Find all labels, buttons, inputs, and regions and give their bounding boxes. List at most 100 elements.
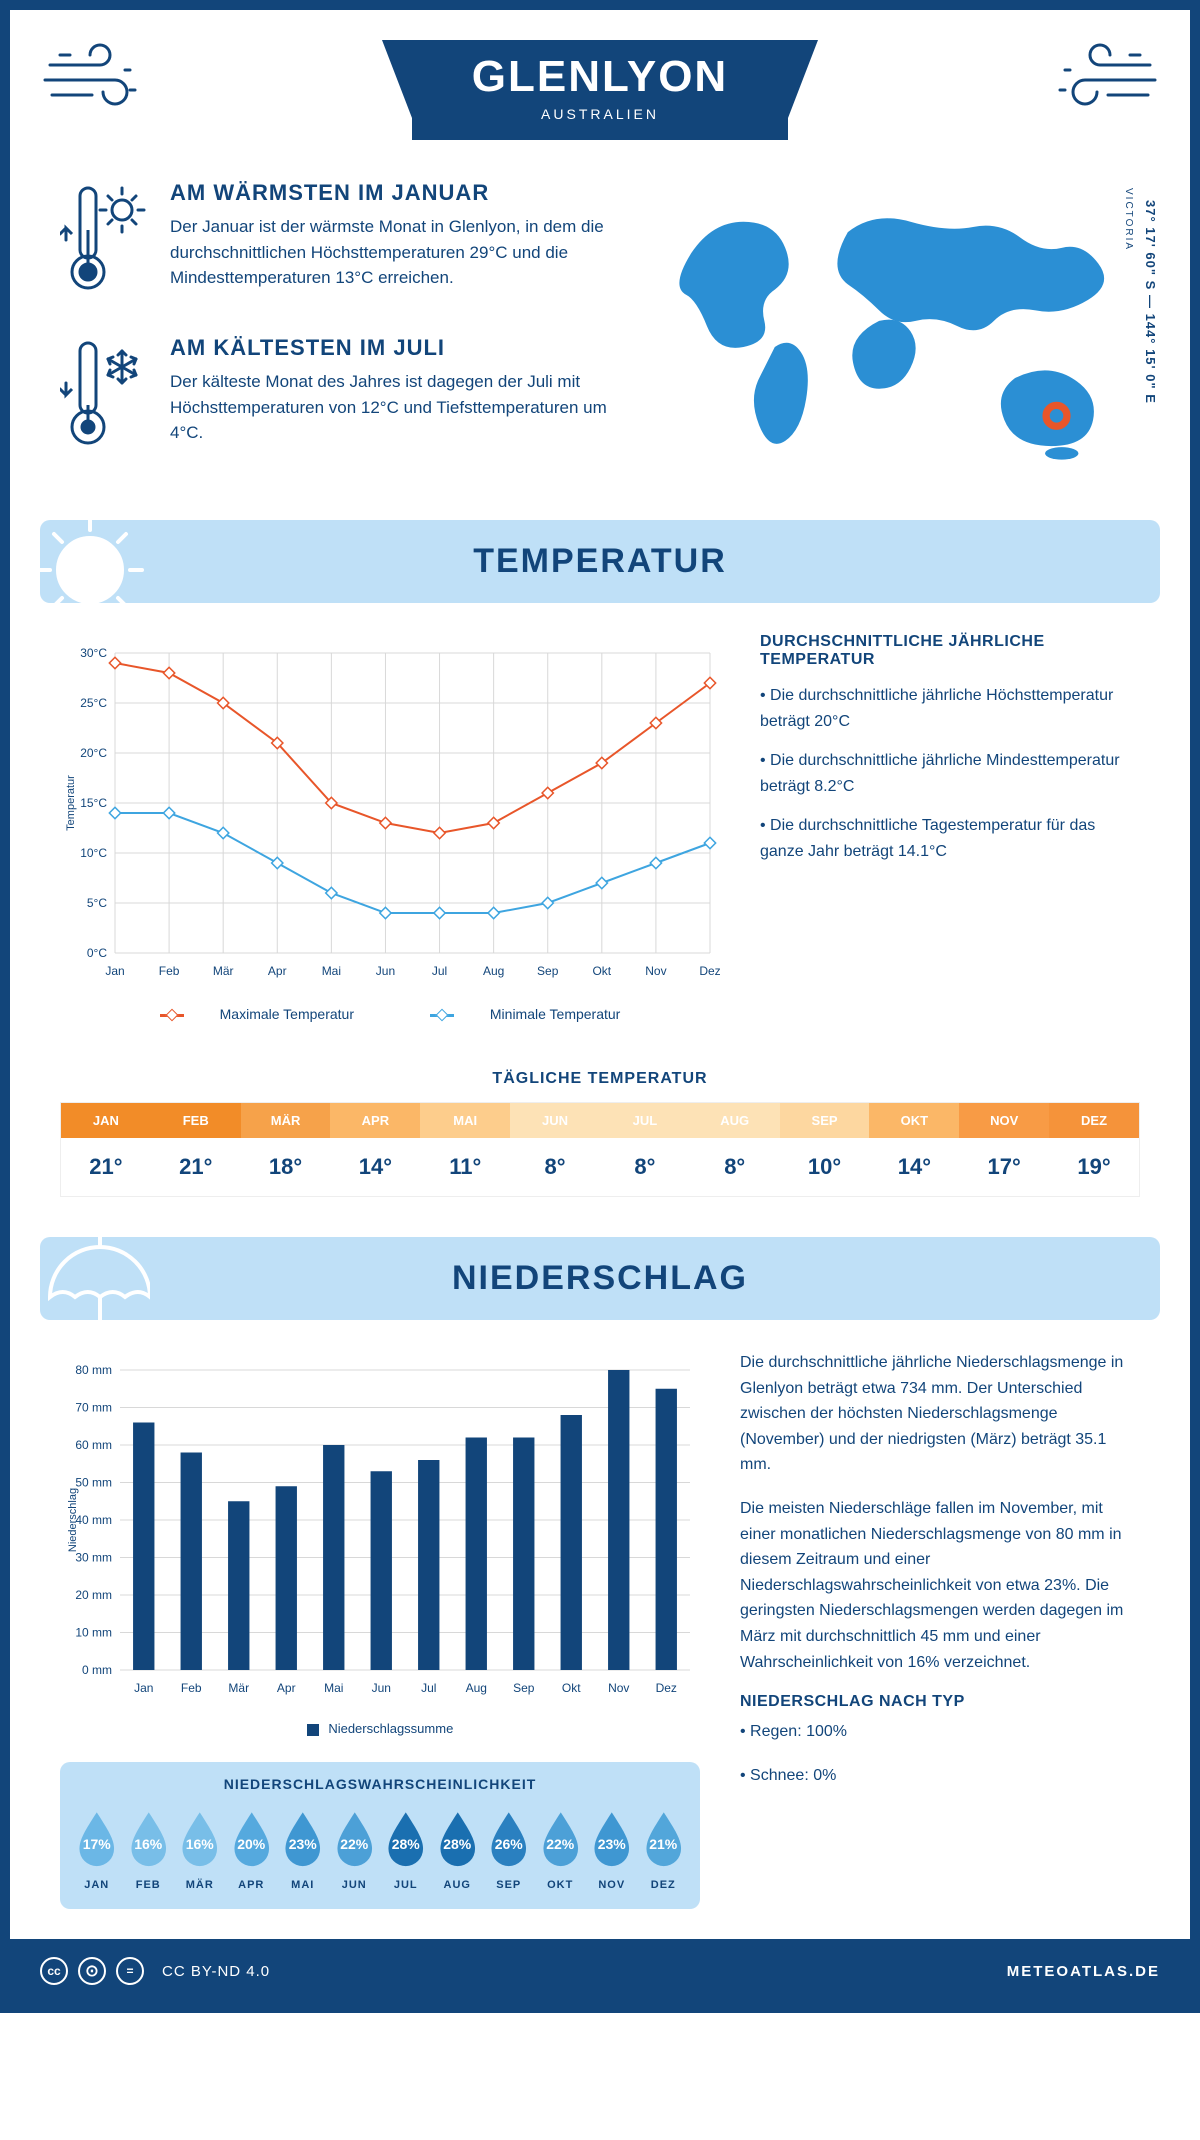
temp-strip-cell: OKT 14° — [869, 1103, 959, 1196]
svg-text:Okt: Okt — [562, 1681, 581, 1695]
drop-percent: 20% — [229, 1836, 275, 1852]
section-title: TEMPERATUR — [40, 542, 1160, 581]
svg-text:20 mm: 20 mm — [75, 1588, 112, 1602]
probability-drop: 16% MÄR — [177, 1806, 223, 1891]
precip-section: 0 mm10 mm20 mm30 mm40 mm50 mm60 mm70 mm8… — [10, 1320, 1190, 1939]
drop-percent: 26% — [486, 1836, 532, 1852]
svg-text:Okt: Okt — [592, 964, 611, 978]
drop-percent: 28% — [435, 1836, 481, 1852]
bar-legend: Niederschlagssumme — [60, 1715, 700, 1742]
probability-box: NIEDERSCHLAGSWAHRSCHEINLICHKEIT 17% JAN … — [60, 1762, 700, 1909]
drop-month: FEB — [126, 1879, 172, 1891]
month-header: APR — [330, 1103, 420, 1138]
page-title: GLENLYON — [472, 52, 728, 102]
temperature-banner: TEMPERATUR — [40, 520, 1160, 603]
probability-title: NIEDERSCHLAGSWAHRSCHEINLICHKEIT — [74, 1776, 686, 1792]
precip-bar-chart: 0 mm10 mm20 mm30 mm40 mm50 mm60 mm70 mm8… — [60, 1350, 700, 1710]
month-value: 11° — [420, 1138, 510, 1196]
svg-text:Jul: Jul — [421, 1681, 436, 1695]
drop-month: NOV — [589, 1879, 635, 1891]
temp-strip-cell: DEZ 19° — [1049, 1103, 1139, 1196]
precip-type-line: • Schnee: 0% — [740, 1763, 1140, 1789]
temp-strip-cell: SEP 10° — [780, 1103, 870, 1196]
footer-left: cc ⊙ = CC BY-ND 4.0 — [40, 1957, 270, 1985]
temperature-line-chart: 0°C5°C10°C15°C20°C25°C30°CJanFebMärAprMa… — [60, 633, 720, 993]
svg-text:30°C: 30°C — [80, 646, 107, 660]
drop-percent: 22% — [538, 1836, 584, 1852]
footer: cc ⊙ = CC BY-ND 4.0 METEOATLAS.DE — [10, 1939, 1190, 2003]
drop-month: JUN — [332, 1879, 378, 1891]
svg-text:Aug: Aug — [466, 1681, 487, 1695]
month-header: AUG — [690, 1103, 780, 1138]
svg-text:Jun: Jun — [372, 1681, 391, 1695]
svg-text:40 mm: 40 mm — [75, 1513, 112, 1527]
world-map-box: VICTORIA 37° 17' 60" S — 144° 15' 0" E — [660, 180, 1140, 490]
svg-text:Feb: Feb — [181, 1681, 202, 1695]
warmest-block: AM WÄRMSTEN IM JANUAR Der Januar ist der… — [60, 180, 630, 305]
svg-text:30 mm: 30 mm — [75, 1551, 112, 1565]
site-label: METEOATLAS.DE — [1007, 1963, 1160, 1980]
precip-paragraph: Die meisten Niederschläge fallen im Nove… — [740, 1496, 1140, 1675]
precip-paragraph: Die durchschnittliche jährliche Niedersc… — [740, 1350, 1140, 1478]
wind-icon — [1050, 40, 1160, 120]
drop-month: MÄR — [177, 1879, 223, 1891]
legend-max-label: Maximale Temperatur — [220, 1006, 354, 1022]
coords-label: 37° 17' 60" S — 144° 15' 0" E — [1143, 200, 1158, 404]
chart-legend: Maximale Temperatur Minimale Temperatur — [60, 998, 720, 1042]
month-value: 10° — [780, 1138, 870, 1196]
license-label: CC BY-ND 4.0 — [162, 1963, 270, 1980]
daily-temp-title: TÄGLICHE TEMPERATUR — [10, 1070, 1190, 1088]
legend-max: Maximale Temperatur — [142, 1006, 372, 1022]
facts-bullet: • Die durchschnittliche Tagestemperatur … — [760, 813, 1140, 864]
svg-text:Mär: Mär — [213, 964, 234, 978]
page-subtitle: AUSTRALIEN — [472, 106, 728, 122]
facts-bullet: • Die durchschnittliche jährliche Mindes… — [760, 748, 1140, 799]
svg-text:25°C: 25°C — [80, 696, 107, 710]
coldest-text: AM KÄLTESTEN IM JULI Der kälteste Monat … — [170, 335, 630, 460]
thermometer-sun-icon — [60, 180, 150, 305]
temp-strip-cell: FEB 21° — [151, 1103, 241, 1196]
drop-month: MAI — [280, 1879, 326, 1891]
drop-month: JUL — [383, 1879, 429, 1891]
drop-month: AUG — [435, 1879, 481, 1891]
sun-icon — [40, 520, 150, 603]
cc-icon: cc — [40, 1957, 68, 1985]
svg-text:Aug: Aug — [483, 964, 504, 978]
probability-drop: 23% NOV — [589, 1806, 635, 1891]
temp-strip-cell: JUL 8° — [600, 1103, 690, 1196]
intro-row: AM WÄRMSTEN IM JANUAR Der Januar ist der… — [10, 160, 1190, 520]
svg-text:Mai: Mai — [322, 964, 341, 978]
temp-strip-cell: MÄR 18° — [241, 1103, 331, 1196]
month-header: NOV — [959, 1103, 1049, 1138]
svg-text:15°C: 15°C — [80, 796, 107, 810]
warmest-heading: AM WÄRMSTEN IM JANUAR — [170, 180, 630, 206]
svg-text:Sep: Sep — [513, 1681, 535, 1695]
drop-percent: 21% — [641, 1836, 687, 1852]
bar-legend-label: Niederschlagssumme — [328, 1721, 453, 1736]
svg-text:Jun: Jun — [376, 964, 395, 978]
month-value: 14° — [330, 1138, 420, 1196]
svg-text:60 mm: 60 mm — [75, 1438, 112, 1452]
svg-text:Niederschlag: Niederschlag — [67, 1488, 79, 1552]
probability-drop: 17% JAN — [74, 1806, 120, 1891]
facts-bullet: • Die durchschnittliche jährliche Höchst… — [760, 683, 1140, 734]
month-header: JUN — [510, 1103, 600, 1138]
warmest-text: AM WÄRMSTEN IM JANUAR Der Januar ist der… — [170, 180, 630, 305]
month-header: SEP — [780, 1103, 870, 1138]
svg-text:80 mm: 80 mm — [75, 1363, 112, 1377]
probability-drop: 22% JUN — [332, 1806, 378, 1891]
temp-strip-cell: JUN 8° — [510, 1103, 600, 1196]
cc-by-icon: ⊙ — [78, 1957, 106, 1985]
svg-text:Apr: Apr — [277, 1681, 296, 1695]
svg-text:Jul: Jul — [432, 964, 447, 978]
facts-title: DURCHSCHNITTLICHE JÄHRLICHE TEMPERATUR — [760, 633, 1140, 669]
svg-text:10 mm: 10 mm — [75, 1626, 112, 1640]
intro-left: AM WÄRMSTEN IM JANUAR Der Januar ist der… — [60, 180, 630, 490]
month-value: 18° — [241, 1138, 331, 1196]
probability-drop: 26% SEP — [486, 1806, 532, 1891]
drop-month: JAN — [74, 1879, 120, 1891]
precip-banner: NIEDERSCHLAG — [40, 1237, 1160, 1320]
month-value: 17° — [959, 1138, 1049, 1196]
svg-text:Apr: Apr — [268, 964, 287, 978]
line-chart-box: 0°C5°C10°C15°C20°C25°C30°CJanFebMärAprMa… — [60, 633, 720, 1042]
